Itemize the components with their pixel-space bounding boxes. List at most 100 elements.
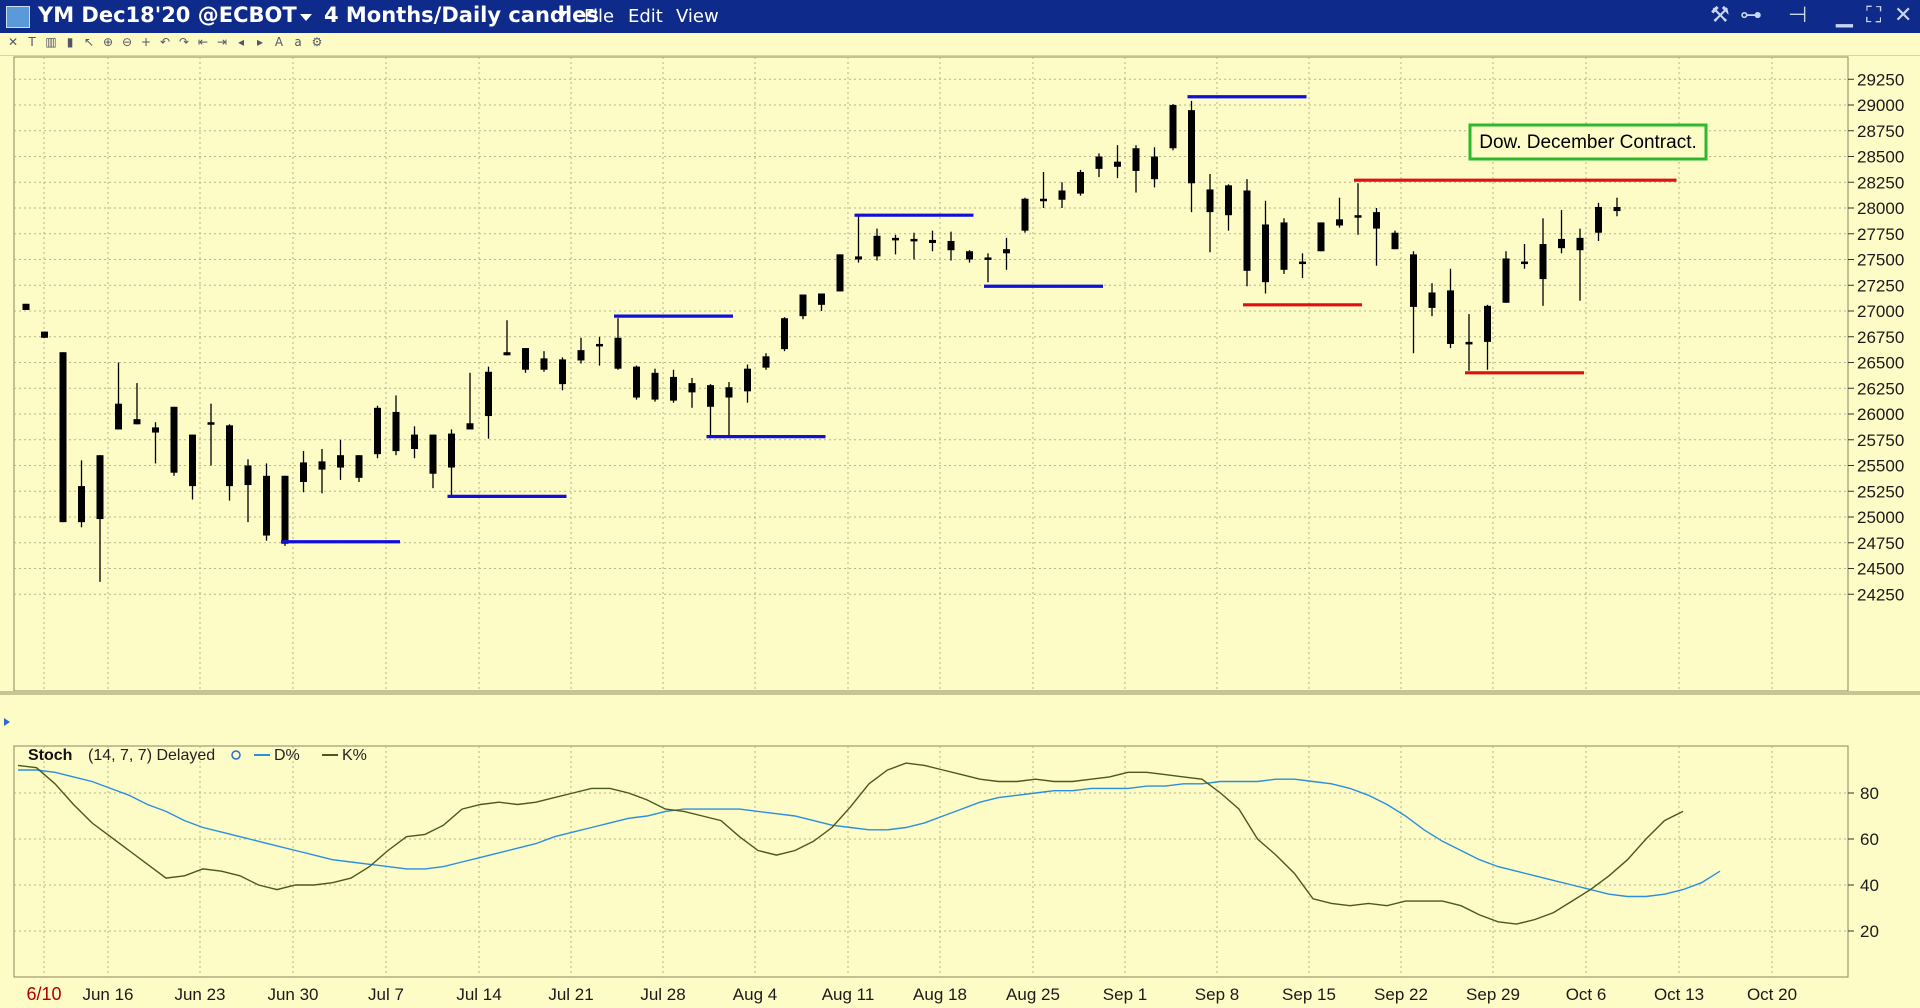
menu-file[interactable]: File: [584, 6, 615, 27]
candle-body: [392, 411, 400, 452]
y-tick-label: 27750: [1857, 225, 1904, 244]
settings-icon[interactable]: [231, 750, 241, 760]
candle-body: [1521, 261, 1528, 265]
scroll-marker-icon[interactable]: [4, 718, 10, 726]
candle-body: [207, 422, 215, 425]
candle-body: [707, 385, 714, 407]
minimize-icon[interactable]: ▁: [1836, 3, 1853, 28]
chart-area: 6/10 Jun 16 Jun 23 Jun 30 Jul 7 Jul 14 Jul 21 J…: [0, 56, 1920, 1004]
undo-icon[interactable]: ↶: [159, 35, 171, 49]
candle-body: [1613, 206, 1621, 212]
candle-body: [115, 403, 122, 430]
y-tick-label: 24250: [1857, 585, 1904, 604]
y-tick-label: 24500: [1857, 560, 1904, 579]
pin-icon[interactable]: ⊣: [1788, 3, 1808, 28]
bar-chart-icon[interactable]: ▥: [45, 35, 57, 49]
x-tick-label: Aug 25: [1006, 985, 1060, 1004]
candle-body: [577, 350, 585, 361]
font-size-icon[interactable]: a: [294, 35, 302, 49]
close-icon[interactable]: ✕: [7, 35, 19, 49]
candle-body: [1502, 258, 1510, 303]
zoom-out-icon[interactable]: ⊖: [121, 35, 133, 49]
candle-body: [78, 486, 85, 523]
candle-body: [1132, 148, 1140, 171]
candle-body: [244, 465, 252, 486]
step-right-icon[interactable]: ▸: [256, 35, 264, 49]
stoch-title: Stoch: [28, 747, 72, 764]
candle-body: [1428, 292, 1436, 308]
candle-body: [485, 371, 492, 417]
x-tick-label: Sep 15: [1282, 985, 1336, 1004]
y-tick-label: 29250: [1857, 70, 1904, 89]
candle-body: [1225, 185, 1232, 216]
legend-k-label[interactable]: K%: [342, 747, 367, 764]
candle-body: [855, 256, 862, 260]
scroll-left-icon[interactable]: ⇤: [197, 35, 209, 49]
y-tick-label: 24750: [1857, 534, 1904, 553]
settings-icon[interactable]: ⚙: [311, 35, 323, 49]
candle-body: [448, 433, 455, 468]
candle-body: [1558, 238, 1565, 249]
stoch-d-line: [18, 769, 1721, 898]
zoom-in-icon[interactable]: ⊕: [102, 35, 114, 49]
candle-body: [781, 318, 788, 350]
candle-body: [836, 254, 844, 292]
candle-body: [503, 352, 511, 356]
symbol-title[interactable]: YM Dec18'20 @ECBOT: [38, 3, 297, 27]
menu-edit[interactable]: Edit: [628, 6, 663, 27]
candle-body: [651, 372, 659, 400]
scroll-right-icon[interactable]: ⇥: [216, 35, 228, 49]
candle-body: [1003, 249, 1010, 254]
x-tick-label: Sep 8: [1195, 985, 1239, 1004]
pointer-icon[interactable]: ↖: [83, 35, 95, 49]
candle-body: [170, 406, 178, 473]
menu-view[interactable]: View: [676, 6, 719, 27]
candle-body: [1021, 198, 1029, 231]
symbol-dropdown-icon[interactable]: [300, 14, 312, 21]
candle-body: [318, 461, 326, 470]
candle-body: [818, 293, 825, 305]
candle-icon[interactable]: ▮: [66, 35, 74, 49]
x-tick-label: Oct 6: [1566, 985, 1607, 1004]
candle-body: [522, 348, 529, 370]
link-icon[interactable]: ⊶: [1740, 3, 1762, 28]
candle-body: [1243, 190, 1251, 271]
annotation-text: Dow. December Contract.: [1479, 132, 1697, 153]
x-tick-label: Sep 22: [1374, 985, 1428, 1004]
stoch-panel-frame: [13, 745, 1849, 978]
candle-body: [1391, 232, 1399, 250]
annotation-box[interactable]: [1468, 123, 1708, 161]
tools-icon[interactable]: ⚒: [1710, 3, 1730, 28]
close-window-icon[interactable]: ✕: [1894, 3, 1913, 28]
period-title[interactable]: 4 Months/Daily candles: [323, 3, 599, 27]
candle-body: [263, 475, 270, 536]
y-tick-label: 28000: [1857, 199, 1904, 218]
legend-d-label[interactable]: D%: [274, 747, 300, 764]
crosshair-icon[interactable]: +: [140, 35, 152, 49]
candle-body: [355, 455, 363, 478]
candle-body: [59, 352, 67, 523]
x-tick-label: Jul 28: [640, 985, 685, 1004]
text-tool-icon[interactable]: T: [28, 35, 36, 49]
candle-body: [910, 238, 918, 242]
stoch-k-line: [17, 762, 1684, 925]
maximize-icon[interactable]: ⛶: [1866, 3, 1882, 28]
candle-body: [1484, 305, 1491, 342]
candle-body: [873, 235, 881, 257]
candle-body: [1539, 244, 1547, 280]
candle-body: [133, 419, 141, 425]
font-icon[interactable]: A: [274, 35, 284, 49]
x-tick-label: Jul 21: [548, 985, 593, 1004]
period-dropdown-icon[interactable]: [556, 11, 568, 18]
y-tick-label: 29000: [1857, 96, 1904, 115]
x-tick-label: Jun 30: [267, 985, 318, 1004]
candle-body: [1095, 156, 1103, 169]
candle-body: [688, 383, 696, 393]
app-chart-icon[interactable]: [6, 6, 30, 28]
redo-icon[interactable]: ↷: [178, 35, 190, 49]
candle-body: [1373, 212, 1380, 229]
y-tick-label: 25750: [1857, 431, 1904, 450]
window-title[interactable]: YM Dec18'20 @ECBOT 4 Months/Daily candle…: [38, 3, 599, 27]
title-bar: YM Dec18'20 @ECBOT 4 Months/Daily candle…: [0, 0, 1920, 33]
step-left-icon[interactable]: ◂: [237, 35, 245, 49]
